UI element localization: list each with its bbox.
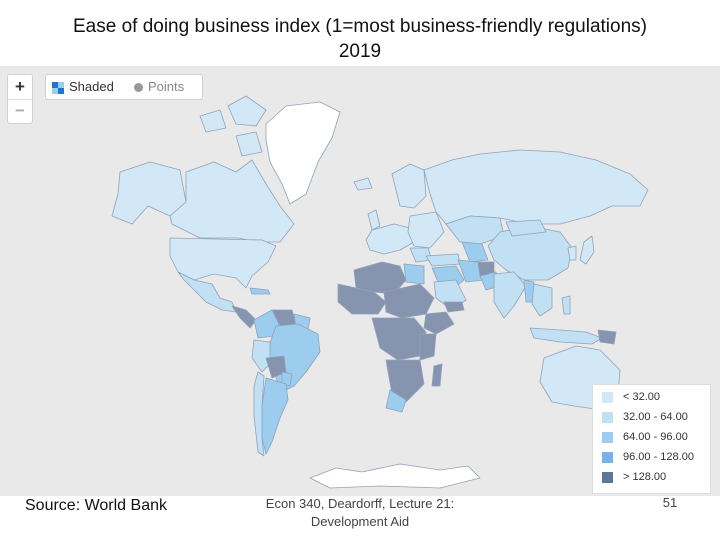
country-argentina	[261, 377, 289, 455]
country-south-africa	[385, 389, 407, 413]
legend-item: 32.00 - 64.00	[602, 409, 688, 425]
country-west-africa	[337, 283, 387, 315]
country-madagascar	[431, 363, 443, 387]
country-iceland	[353, 177, 373, 191]
country-china	[487, 225, 573, 281]
world-map[interactable]	[0, 66, 720, 496]
shaded-mode-button[interactable]: Shaded	[52, 75, 114, 99]
legend-item: > 128.00	[602, 469, 666, 485]
country-central-asia	[461, 241, 489, 263]
country-yemen	[443, 301, 465, 313]
country-central-america	[231, 305, 257, 329]
country-uk	[367, 209, 381, 231]
country-egypt	[403, 263, 425, 285]
source-credit: Source: World Bank	[25, 497, 167, 514]
points-dot-icon	[134, 83, 143, 93]
country-chile	[253, 371, 265, 457]
country-canada	[169, 159, 295, 243]
legend-swatch	[602, 411, 613, 423]
page-number: 51	[662, 495, 678, 510]
map-panel[interactable]: + − Shaded Points < 32.00 32.00 - 64.00 …	[0, 66, 720, 496]
country-eastern-europe	[407, 211, 445, 249]
country-japan	[579, 235, 595, 265]
course-line-1: Econ 340, Deardorff, Lecture 21:	[265, 496, 455, 511]
country-southern-africa	[385, 359, 425, 403]
legend-item: < 32.00	[602, 389, 660, 405]
country-central-africa	[371, 317, 427, 361]
title-line-2: 2019	[338, 41, 382, 62]
legend-label: 32.00 - 64.00	[623, 411, 688, 423]
display-mode-toggle: Shaded Points	[45, 74, 203, 100]
zoom-out-button[interactable]: −	[15, 101, 25, 120]
country-india	[493, 271, 527, 319]
shaded-mode-label: Shaded	[69, 79, 114, 94]
slide-title: Ease of doing business index (1=most bus…	[0, 14, 720, 64]
points-mode-button[interactable]: Points	[134, 75, 184, 99]
country-korea	[567, 245, 577, 261]
zoom-in-button[interactable]: +	[8, 75, 32, 100]
legend-label: 64.00 - 96.00	[623, 431, 688, 443]
country-scandinavia	[391, 163, 427, 209]
course-footer: Econ 340, Deardorff, Lecture 21: Develop…	[240, 495, 480, 531]
legend-label: < 32.00	[623, 391, 661, 403]
country-southeast-asia	[531, 283, 553, 317]
country-canada-islands	[199, 95, 267, 157]
zoom-control: + −	[7, 74, 33, 124]
country-greenland	[265, 101, 341, 205]
legend-label: 96.00 - 128.00	[623, 451, 694, 463]
country-usa	[169, 237, 277, 289]
country-western-europe	[365, 223, 415, 255]
country-papua	[597, 329, 617, 345]
country-indonesia	[529, 327, 603, 345]
legend-swatch	[602, 471, 613, 483]
country-bolivia	[265, 355, 287, 379]
country-horn-of-africa	[423, 311, 455, 335]
country-paraguay	[281, 371, 293, 387]
legend-item: 64.00 - 96.00	[602, 429, 688, 445]
country-antarctica	[309, 463, 481, 489]
country-caribbean	[249, 287, 271, 295]
legend-swatch	[602, 431, 613, 443]
country-russia	[423, 149, 649, 225]
course-line-2: Development Aid	[310, 514, 410, 529]
legend-swatch	[602, 391, 613, 403]
legend-label: > 128.00	[623, 471, 667, 483]
country-mexico	[177, 271, 237, 313]
country-peru	[251, 339, 271, 373]
country-philippines	[561, 295, 571, 315]
legend-item: 96.00 - 128.00	[602, 449, 694, 465]
country-turkey	[425, 253, 461, 267]
map-legend: < 32.00 32.00 - 64.00 64.00 - 96.00 96.0…	[592, 384, 711, 494]
country-east-africa	[419, 333, 437, 361]
country-mongolia	[505, 219, 547, 237]
country-alaska	[111, 161, 187, 225]
points-mode-label: Points	[148, 79, 185, 94]
legend-swatch	[602, 451, 613, 463]
shaded-map-icon	[52, 81, 64, 94]
title-line-1: Ease of doing business index (1=most bus…	[72, 16, 647, 37]
